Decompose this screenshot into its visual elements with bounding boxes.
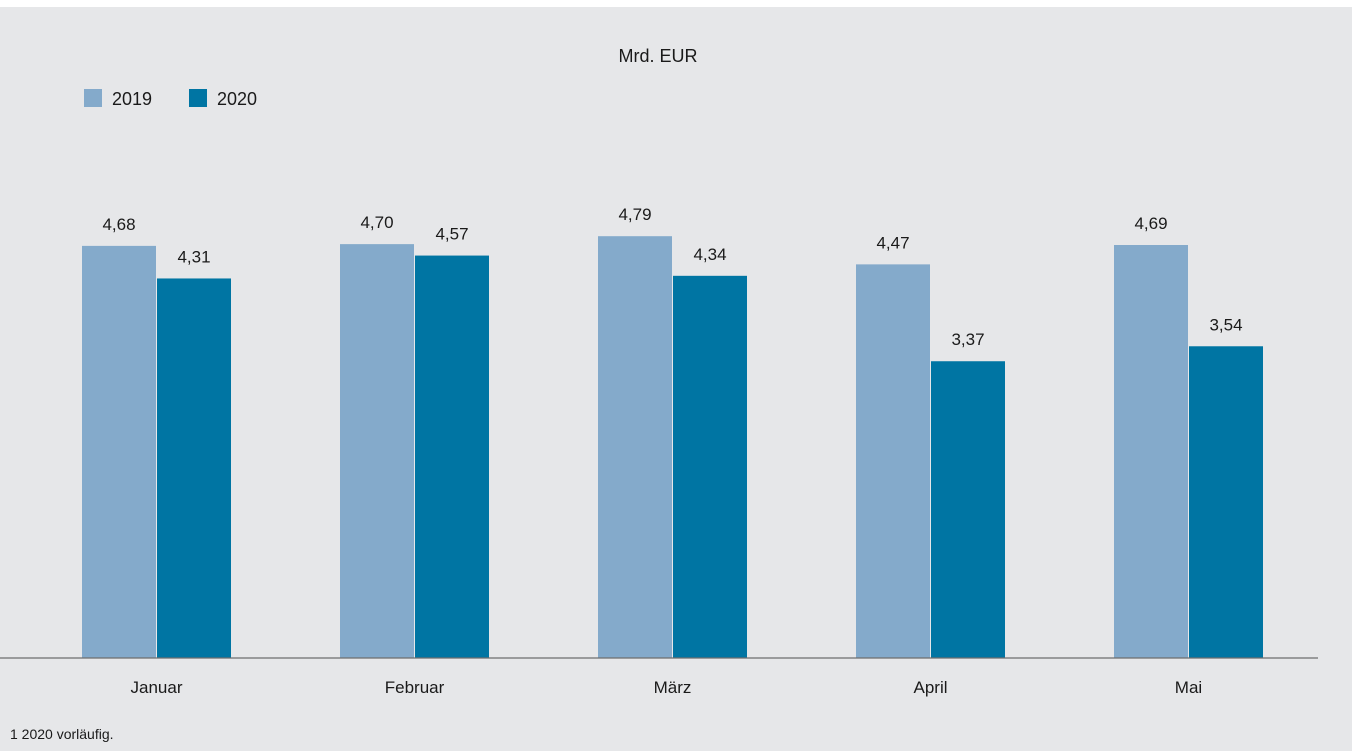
value-label-2020-januar: 4,31 <box>177 247 210 266</box>
bar-2020-januar <box>157 278 231 658</box>
bar-2019-mai <box>1114 245 1188 658</box>
bar-2019-april <box>856 264 930 658</box>
value-label-2020-april: 3,37 <box>951 330 984 349</box>
bar-2020-februar <box>415 255 489 658</box>
x-tick-label-april: April <box>913 678 947 697</box>
value-label-2019-januar: 4,68 <box>102 215 135 234</box>
legend-label-2019: 2019 <box>112 89 152 109</box>
bar-2020-mai <box>1189 346 1263 658</box>
x-axis-ticks: Januar Februar März April Mai <box>131 678 1203 697</box>
chart-title: Mrd. EUR <box>618 46 697 66</box>
x-tick-label-februar: Februar <box>385 678 445 697</box>
bar-2019-januar <box>82 245 156 658</box>
bar-2019-märz <box>598 236 672 658</box>
value-label-2019-februar: 4,70 <box>360 213 393 232</box>
value-label-2020-februar: 4,57 <box>435 225 468 244</box>
value-label-2019-mai: 4,69 <box>1134 214 1167 233</box>
bars <box>82 236 1263 659</box>
x-tick-label-märz: März <box>654 678 692 697</box>
legend-swatch-2020 <box>189 89 207 107</box>
value-label-2019-april: 4,47 <box>876 233 909 252</box>
value-label-2020-mai: 3,54 <box>1209 315 1242 334</box>
value-label-2019-märz: 4,79 <box>618 205 651 224</box>
legend-swatch-2019 <box>84 89 102 107</box>
legend-label-2020: 2020 <box>217 89 257 109</box>
bar-2020-märz <box>673 275 747 658</box>
bar-2019-februar <box>340 244 414 659</box>
bar-2020-april <box>931 361 1005 658</box>
x-tick-label-januar: Januar <box>131 678 183 697</box>
bar-chart: Mrd. EUR 2019 2020 4,684,314,704,574,794… <box>0 46 1318 742</box>
value-labels: 4,68 4,31 4,70 4,57 4,79 4,34 4,47 3,37 4,69 3,54 <box>102 205 1242 349</box>
value-label-2020-märz: 4,34 <box>693 245 726 264</box>
x-tick-label-mai: Mai <box>1175 678 1202 697</box>
legend: 2019 2020 <box>84 89 257 109</box>
chart-panel: Mrd. EUR 2019 2020 4,68 4,31 4,70 4,57 4,79 4… <box>0 7 1352 751</box>
footnote: 1 2020 vorläufig. <box>10 726 114 742</box>
